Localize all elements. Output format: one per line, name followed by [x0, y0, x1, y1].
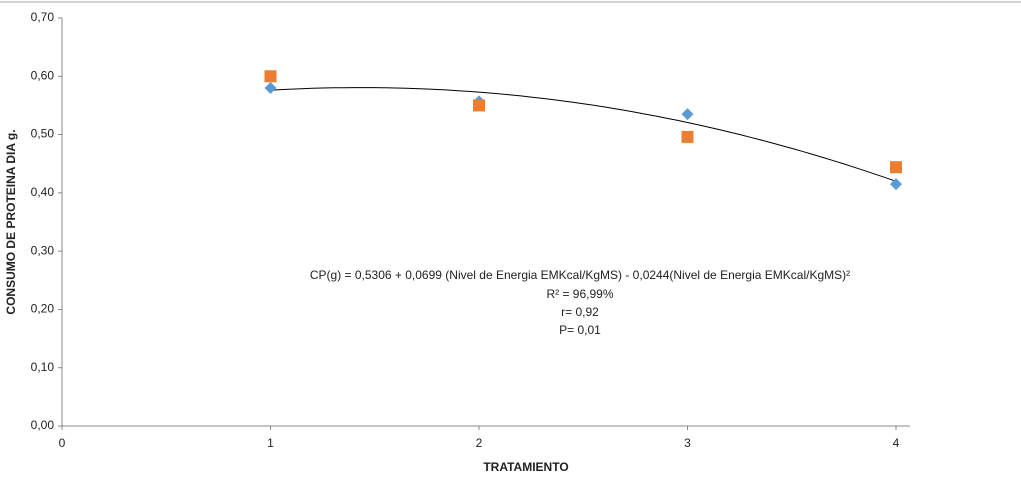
y-tick-label: 0,30 [31, 243, 55, 257]
y-tick-label: 0,00 [31, 418, 55, 432]
y-tick-label: 0,10 [31, 360, 55, 374]
annotation: P= 0,01 [559, 323, 601, 337]
y-tick-label: 0,60 [31, 68, 55, 82]
y-tick-label: 0,20 [31, 302, 55, 316]
square-point [473, 99, 485, 112]
trendline [270, 87, 897, 182]
annotation: R² = 96,99% [546, 287, 613, 301]
y-tick-label: 0,50 [31, 127, 55, 141]
x-tick-label: 2 [476, 436, 483, 450]
x-tick-label: 3 [684, 436, 691, 450]
x-tick-label: 1 [267, 436, 274, 450]
annotation: r= 0,92 [561, 305, 599, 319]
y-tick-label: 0,70 [31, 10, 55, 24]
square-point [681, 130, 694, 143]
x-axis-label: TRATAMIENTO [483, 460, 568, 474]
y-tick-label: 0,40 [31, 185, 55, 199]
square-point [890, 161, 902, 174]
x-tick-label: 0 [59, 436, 66, 450]
x-tick-label: 4 [893, 436, 900, 450]
diamond-point [890, 178, 902, 191]
diamond-point [681, 108, 694, 121]
diamond-point [264, 81, 277, 94]
square-point [264, 70, 277, 83]
y-axis-label: CONSUMO DE PROTEINA DIA g. [4, 129, 18, 314]
annotation: CP(g) = 0,5306 + 0,0699 (Nivel de Energi… [310, 268, 850, 282]
